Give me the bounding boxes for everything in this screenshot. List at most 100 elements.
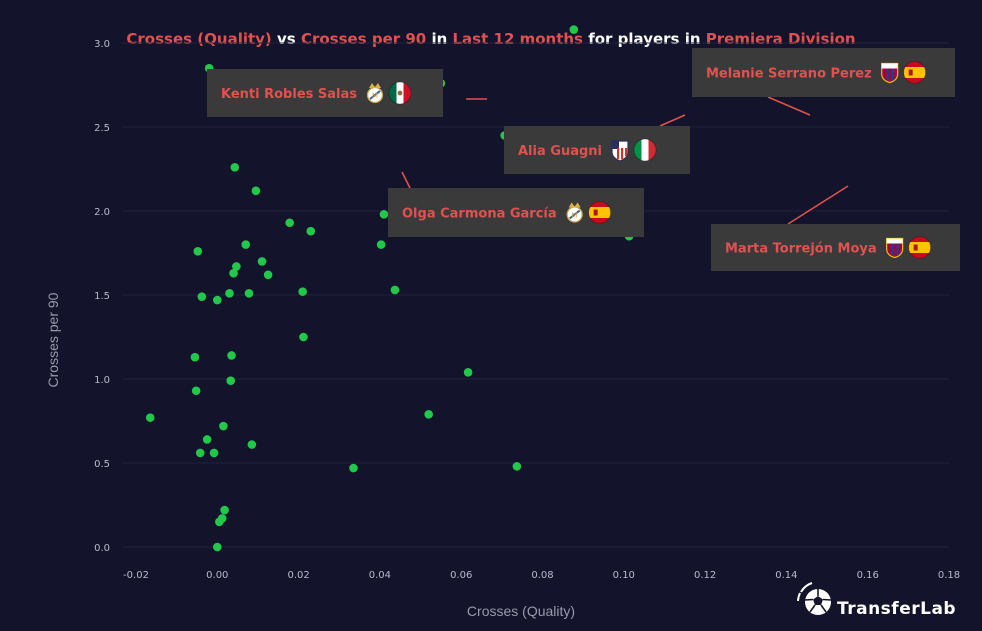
data-point — [191, 386, 201, 396]
data-point — [247, 440, 257, 449]
real-madrid-crest-icon: M — [366, 83, 384, 104]
data-point — [306, 226, 316, 236]
annotation-player-name: Olga Carmona García — [402, 207, 557, 222]
data-point — [195, 448, 205, 458]
annotation-player-name: Marta Torrejón Moya — [725, 242, 877, 257]
data-point — [217, 514, 227, 523]
barcelona-crest-icon — [881, 62, 899, 84]
x-axis-label: Crosses (Quality) — [467, 603, 575, 619]
player-annotations: Kenti Robles Salas M Melanie Serrano Perez… — [207, 48, 960, 271]
data-point — [213, 295, 222, 305]
svg-text:M: M — [572, 212, 578, 220]
data-point — [213, 542, 222, 552]
title-part-metric-y: Crosses per 90 — [301, 30, 426, 48]
x-tick-label: 0.08 — [531, 570, 553, 581]
annotation-leader-line — [659, 114, 686, 127]
mexico-flag-icon — [388, 81, 412, 105]
annotation-player-name: Kenti Robles Salas — [221, 87, 357, 102]
y-tick-label: 2.0 — [94, 207, 110, 218]
data-point — [285, 218, 294, 228]
annotation-box — [504, 126, 690, 174]
x-tick-label: 0.16 — [857, 570, 879, 581]
spain-flag-icon — [588, 201, 612, 224]
data-point — [298, 287, 307, 296]
data-point — [349, 463, 358, 473]
x-tick-label: 0.10 — [613, 570, 635, 581]
x-tick-label: 0.00 — [206, 570, 228, 581]
y-tick-label: 0.0 — [94, 543, 110, 554]
data-point — [299, 332, 308, 342]
barcelona-crest-icon — [886, 237, 904, 259]
annotation-player-name: Alia Guagni — [518, 144, 602, 159]
x-tick-label: 0.06 — [450, 570, 472, 581]
data-point — [209, 448, 219, 458]
title-part-period: Last 12 months — [453, 30, 584, 48]
data-point — [257, 257, 267, 266]
title-part-league: Premiera Division — [706, 30, 856, 48]
x-tick-label: 0.02 — [287, 570, 309, 581]
data-point — [197, 292, 207, 301]
title-part-for-players: for players in — [583, 30, 706, 48]
data-point — [569, 25, 579, 34]
data-point — [463, 367, 473, 377]
y-tick-label: 2.5 — [94, 123, 110, 134]
annotation-player-name: Melanie Serrano Perez — [706, 67, 872, 82]
y-axis-label: Crosses per 90 — [45, 292, 61, 387]
italy-flag-icon — [633, 138, 657, 162]
annotation-melanie-serrano-perez: Melanie Serrano Perez — [692, 48, 955, 116]
soccer-ball-icon — [797, 582, 832, 615]
data-point — [190, 352, 200, 362]
logo-text: TransferLab — [837, 599, 956, 619]
x-tick-label: 0.12 — [694, 570, 716, 581]
annotation-kenti-robles-salas: Kenti Robles Salas M — [207, 69, 487, 117]
y-axis-ticks: 0.00.51.01.52.02.53.03.54.04.55.05.5 — [94, 39, 110, 554]
data-point — [251, 186, 261, 196]
spain-flag-icon — [903, 61, 927, 84]
x-tick-label: 0.14 — [775, 570, 797, 581]
data-point — [202, 435, 212, 444]
title-part-metric-x: Crosses (Quality) — [126, 30, 271, 48]
y-tick-label: 0.5 — [94, 459, 110, 470]
annotation-marta-torrej-n-moya: Marta Torrejón Moya — [711, 185, 960, 271]
transferlab-logo: TransferLab — [797, 582, 956, 619]
title-part-vs: vs — [272, 30, 301, 48]
data-point — [512, 462, 522, 471]
annotation-leader-line — [787, 185, 849, 225]
svg-text:M: M — [372, 92, 378, 100]
atletico-madrid-crest-icon — [611, 140, 629, 162]
data-point — [390, 285, 400, 295]
annotation-olga-carmona-garc-a: Olga Carmona García M — [388, 171, 644, 237]
data-point — [227, 351, 236, 360]
x-tick-label: 0.18 — [938, 570, 960, 581]
data-point — [379, 210, 389, 219]
x-axis-ticks: -0.02 0.00 0.02 0.04 0.06 0.08 0.10 0.12 0.14 0.1… — [123, 570, 960, 581]
data-point — [229, 268, 238, 278]
data-point — [193, 247, 203, 256]
data-point — [244, 289, 254, 298]
annotation-leader-line — [767, 96, 811, 116]
data-point — [145, 413, 155, 422]
spain-flag-icon — [908, 236, 932, 259]
data-point — [220, 505, 229, 515]
annotation-alia-guagni: Alia Guagni — [504, 114, 690, 174]
data-points — [145, 25, 634, 552]
y-tick-label: 1.5 — [94, 291, 110, 302]
data-point — [230, 163, 240, 172]
data-point — [376, 240, 386, 249]
data-point — [232, 262, 241, 271]
data-point — [219, 421, 228, 431]
data-point — [225, 289, 234, 298]
annotation-leader-line — [401, 171, 411, 189]
chart-title: Crosses (Quality) vs Crosses per 90 in L… — [126, 30, 855, 48]
data-point — [241, 240, 251, 249]
data-point — [263, 270, 273, 280]
title-part-in: in — [426, 30, 452, 48]
y-tick-label: 3.0 — [94, 39, 110, 50]
real-madrid-crest-icon: M — [566, 202, 583, 223]
data-point — [424, 409, 433, 419]
y-tick-label: 1.0 — [94, 375, 110, 386]
x-tick-label: -0.02 — [123, 570, 149, 581]
data-point — [226, 376, 236, 385]
